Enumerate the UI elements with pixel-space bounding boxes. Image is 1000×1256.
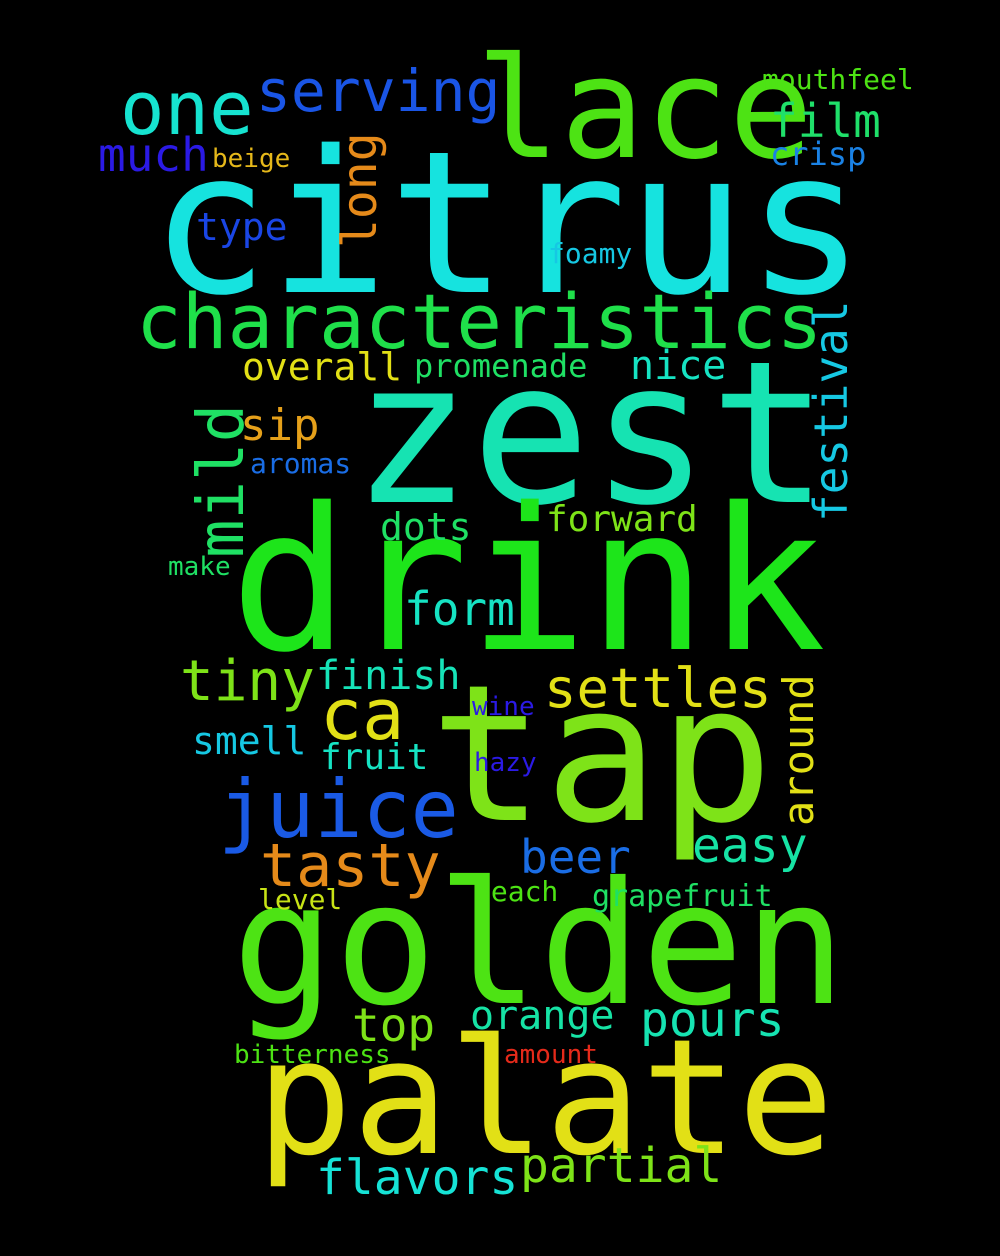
word-long: long [332,132,388,248]
word-beach: beach [474,875,559,908]
word-film: film [770,94,881,148]
word-amount: amount [504,1040,598,1070]
word-type: type [196,205,288,249]
word-crisp: crisp [770,135,867,173]
word-sip: sip [240,400,320,451]
word-beer: beer [520,830,631,884]
word-easy: easy [692,818,808,874]
word-finish: finish [316,653,461,699]
word-serving: serving [256,57,501,125]
word-level: level [258,883,343,916]
word-much: much [98,128,209,182]
word-fruit: fruit [320,737,429,778]
word-drink: drink [230,465,827,696]
word-tiny: tiny [180,649,315,714]
word-bitterness: bitterness [234,1040,391,1070]
word-form: form [404,582,515,636]
word-settles: settles [544,657,772,720]
word-promenade: promenade [414,347,588,385]
word-pours: pours [640,992,785,1048]
word-hazy: hazy [474,748,537,778]
word-flavors: flavors [316,1150,519,1206]
word-tap: tap [430,644,774,865]
word-golden: golden [232,846,847,1044]
word-forward: forward [546,499,698,540]
word-beige: beige [212,144,291,174]
word-dots: dots [380,505,472,549]
word-festival: festival [804,300,858,522]
word-wine: wine [472,692,535,722]
word-top: top [352,998,436,1052]
word-ca: ca [320,674,405,756]
word-tasty: tasty [260,831,441,901]
word-make: make [168,552,231,582]
word-foamy: foamy [548,237,633,270]
word-smell: smell [192,719,307,763]
word-nice: nice [630,343,727,389]
word-one: one [120,66,254,152]
word-lace: lace [476,28,814,191]
word-citrus: citrus [150,108,866,339]
word-partial: partial [520,1138,723,1194]
word-juice: juice [218,763,459,856]
word-aromas: aromas [250,447,352,480]
word-palate: palate [256,1004,834,1191]
word-zest: zest [352,318,829,549]
word-grapefruit: grapefruit [592,879,773,914]
word-mouthfeel: mouthfeel [762,63,914,96]
word-characteristics: characteristics [136,277,823,366]
word-orange: orange [470,993,615,1039]
word-overall: overall [242,345,403,389]
word-around: around [774,674,823,826]
